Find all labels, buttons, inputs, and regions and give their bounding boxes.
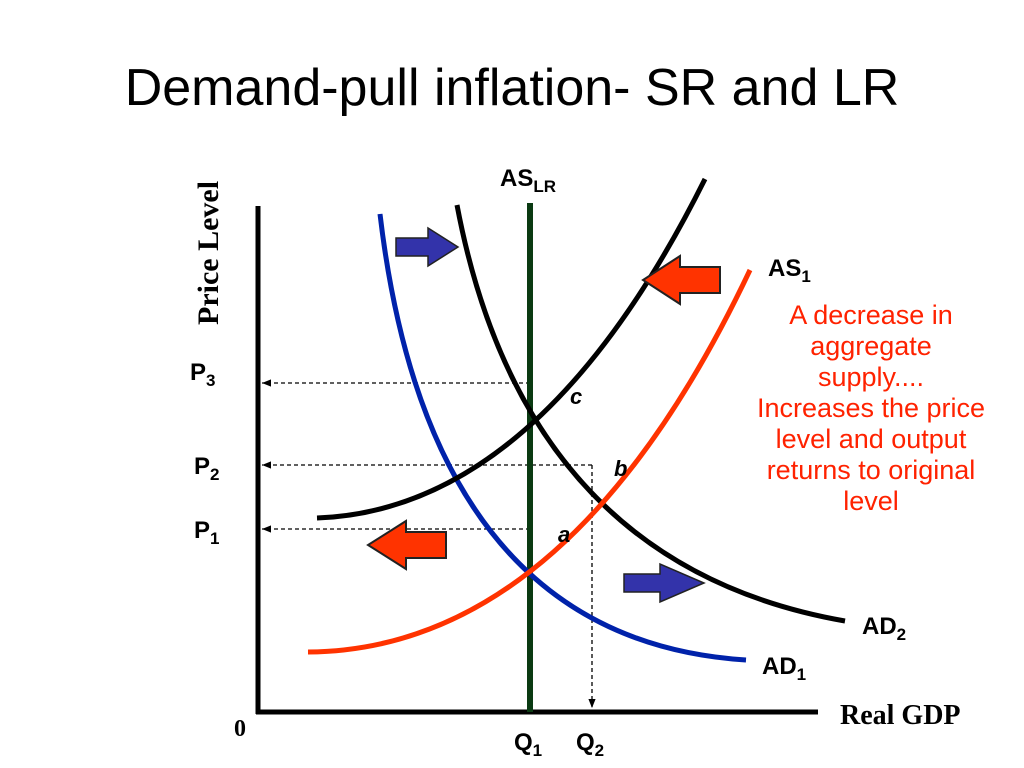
red-arrow-lower <box>366 519 447 571</box>
note-line: A decrease in <box>789 300 953 330</box>
q2-label: Q2 <box>576 729 604 760</box>
note-line: Increases the price <box>756 393 986 423</box>
p2-label: P2 <box>194 453 219 484</box>
point-b-label: b <box>614 456 627 481</box>
q1-label: Q1 <box>514 729 542 760</box>
origin-label: 0 <box>234 716 246 742</box>
ad2-label: AD2 <box>862 613 906 644</box>
ad2-curve <box>454 204 846 624</box>
ad1-label: AD1 <box>762 653 806 684</box>
note-line: level <box>843 486 899 516</box>
blue-arrow-lower <box>623 562 706 604</box>
ad1-curve <box>377 213 747 663</box>
red-arrow-upper <box>641 254 721 306</box>
p3-label: P3 <box>190 359 215 390</box>
note-line: supply.... <box>817 362 925 392</box>
explanation-note: A decrease in aggregate supply.... Incre… <box>716 300 1024 517</box>
point-c-label: c <box>570 384 582 409</box>
note-line: aggregate <box>810 331 932 361</box>
blue-arrow-upper <box>395 226 460 268</box>
as1-label: AS1 <box>768 255 811 286</box>
p1-label: P1 <box>194 517 219 548</box>
note-line: returns to original <box>766 455 976 485</box>
x-axis-label: Real GDP <box>840 700 961 731</box>
as-lr-label: ASLR <box>500 165 556 196</box>
page-title: Demand-pull inflation- SR and LR <box>124 59 900 117</box>
as1-curve <box>307 268 753 655</box>
point-a-label: a <box>558 522 570 547</box>
sras-shifted-curve <box>316 177 708 521</box>
note-line: level and output <box>775 424 967 454</box>
y-axis-label: Price Level <box>192 181 225 325</box>
